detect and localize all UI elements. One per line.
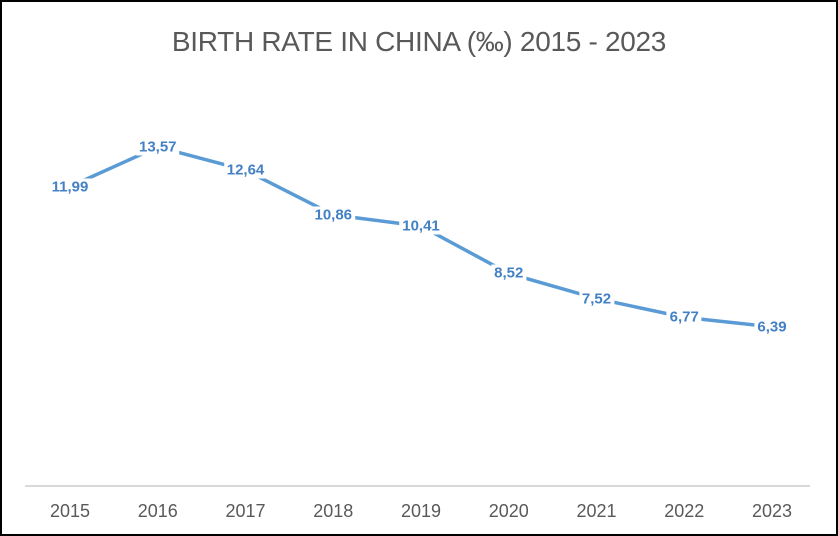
data-label: 10,86 (311, 206, 356, 224)
data-label: 7,52 (578, 290, 615, 308)
data-label: 6,77 (666, 308, 702, 326)
data-label: 11,99 (48, 178, 92, 196)
x-axis-tick-label: 2020 (488, 501, 529, 521)
x-axis-tick-label: 2023 (751, 501, 793, 521)
data-label: 6,39 (754, 318, 790, 336)
x-axis-tick-label: 2022 (664, 501, 705, 521)
chart-title: BIRTH RATE IN CHINA (‰) 2015 - 2023 (171, 26, 667, 57)
x-axis-tick-label: 2018 (313, 501, 354, 521)
data-label: 12,64 (223, 161, 268, 179)
data-label: 8,52 (491, 264, 527, 282)
data-label: 13,57 (135, 138, 180, 156)
x-axis-tick-label: 2021 (576, 501, 617, 521)
data-label: 10,41 (399, 217, 443, 235)
x-axis-tick-label: 2015 (49, 501, 91, 521)
x-axis-tick-label: 2019 (400, 501, 442, 521)
x-axis-tick-label: 2017 (225, 501, 266, 521)
x-axis-tick-label: 2016 (137, 501, 178, 521)
birth-rate-line (68, 145, 774, 329)
